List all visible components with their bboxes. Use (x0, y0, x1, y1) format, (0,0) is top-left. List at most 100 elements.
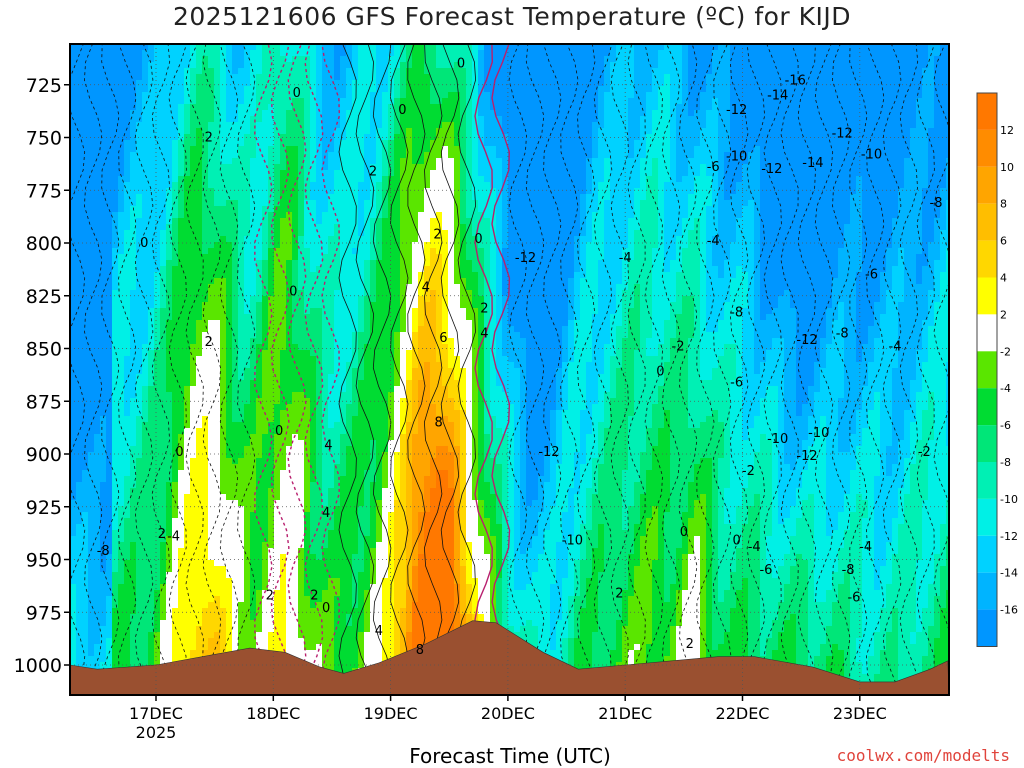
y-tick-label: 1000 (14, 655, 62, 677)
colorbar-swatch (977, 314, 997, 352)
x-tick-label: 17DEC (129, 704, 183, 723)
contour-label: -8 (930, 196, 943, 211)
colorbar-tick-label: 12 (1000, 124, 1014, 137)
contour-label: -8 (842, 563, 855, 578)
plot-frame (69, 43, 950, 696)
ground-terrain (70, 620, 949, 695)
colorbar-swatch (977, 609, 997, 647)
contour-label: -12 (796, 449, 817, 464)
contour-label: 4 (375, 624, 383, 639)
contour-label: 4 (322, 506, 330, 521)
contour-label: -4 (167, 529, 180, 544)
y-tick-label: 975 (26, 602, 62, 624)
contour-label: 2 (369, 164, 377, 179)
contour-label: -6 (847, 590, 860, 605)
contour-label: -10 (767, 432, 788, 447)
contour-label: 4 (480, 327, 488, 342)
contour-label: -10 (808, 426, 829, 441)
y-tick-label: 850 (26, 339, 62, 361)
colorbar-swatch (977, 240, 997, 278)
contour-label: -8 (836, 327, 849, 342)
contour-label: 2 (158, 527, 166, 542)
colorbar-tick-label: -10 (1000, 493, 1018, 506)
y-tick-label: 750 (26, 128, 62, 150)
contour-label: 2 (266, 588, 274, 603)
colorbar-tick-label: -4 (1000, 382, 1011, 395)
contour-label: 4 (422, 280, 430, 295)
colorbar-tick-label: -2 (1000, 345, 1011, 358)
colorbar: 12 10 8 6 4 2 -2 -4 -6 -8 -10 -12 -14 -16 (976, 92, 1018, 647)
colorbar-frame (976, 92, 998, 647)
contour-label: 2 (480, 301, 488, 316)
contour-label: 0 (293, 86, 301, 101)
contour-label: -12 (761, 162, 782, 177)
contour-label: -12 (538, 445, 559, 460)
colorbar-swatch (977, 535, 997, 573)
contour-label: -14 (802, 156, 823, 171)
contour-label: 0 (275, 424, 283, 439)
contour-label: -2 (918, 445, 931, 460)
contour-label: 2 (686, 637, 694, 652)
y-tick-label: 925 (26, 497, 62, 519)
x-tick-label: 19DEC (364, 704, 418, 723)
colorbar-tick-label: 4 (1000, 272, 1007, 285)
colorbar-swatch (977, 388, 997, 426)
contour-label: 0 (140, 236, 148, 251)
colorbar-swatch (977, 277, 997, 315)
contour-label: 0 (680, 525, 688, 540)
colorbar-swatch (977, 351, 997, 389)
x-tick-label: 23DEC (833, 704, 887, 723)
y-tick-label: 800 (26, 233, 62, 255)
contour-label: 2 (615, 586, 623, 601)
colorbar-swatch (977, 166, 997, 204)
temperature-contours (70, 44, 949, 693)
colorbar-tick-label: 2 (1000, 308, 1007, 321)
colorbar-swatch (977, 572, 997, 610)
contour-label: -4 (889, 339, 902, 354)
y-tick-label: 900 (26, 444, 62, 466)
contour-label: 2 (205, 335, 213, 350)
y-tick-label: 950 (26, 550, 62, 572)
contour-label: 0 (322, 601, 330, 616)
contour-label: -14 (767, 88, 788, 103)
contour-label: -8 (730, 306, 743, 321)
colorbar-tick-label: -16 (1000, 604, 1018, 617)
x-tick-label: 20DEC (481, 704, 535, 723)
y-tick-label: 825 (26, 286, 62, 308)
contour-label: 0 (175, 445, 183, 460)
contour-label: -4 (748, 540, 761, 555)
contour-label: -6 (865, 268, 878, 283)
colorbar-tick-label: -8 (1000, 456, 1011, 469)
contour-label: -4 (859, 540, 872, 555)
contour-label: 2 (433, 228, 441, 243)
contour-label: -8 (97, 544, 110, 559)
contour-label: 0 (732, 534, 740, 549)
colorbar-tick-label: 6 (1000, 235, 1007, 248)
colorbar-swatch (977, 93, 997, 130)
contour-label: 2 (205, 131, 213, 146)
colorbar-tick-label: -14 (1000, 567, 1018, 580)
colorbar-swatch (977, 425, 997, 462)
colorbar-swatch (977, 203, 997, 241)
contour-label: -12 (515, 251, 536, 266)
contour-label: -2 (672, 339, 685, 354)
temperature-field (70, 44, 949, 695)
contour-label: -12 (796, 333, 817, 348)
colorbar-swatch (977, 462, 997, 499)
contour-label: -4 (707, 234, 720, 249)
chart-title: 2025121606 GFS Forecast Temperature (ºC)… (172, 2, 852, 31)
x-tick-label: 21DEC (598, 704, 652, 723)
y-tick-label: 875 (26, 391, 62, 413)
contour-label: -10 (861, 147, 882, 162)
colorbar-tick-label: -6 (1000, 419, 1011, 432)
colorbar-swatch (977, 129, 997, 167)
gridlines (70, 44, 949, 695)
contour-label: 0 (656, 365, 664, 380)
x-axis-title: Forecast Time (UTC) (409, 744, 611, 768)
y-tick-label: 725 (26, 75, 62, 97)
contour-label: 4 (324, 439, 332, 454)
colorbar-tick-label: 8 (1000, 198, 1007, 211)
contour-label: -10 (562, 534, 583, 549)
contour-label: 0 (457, 57, 465, 72)
